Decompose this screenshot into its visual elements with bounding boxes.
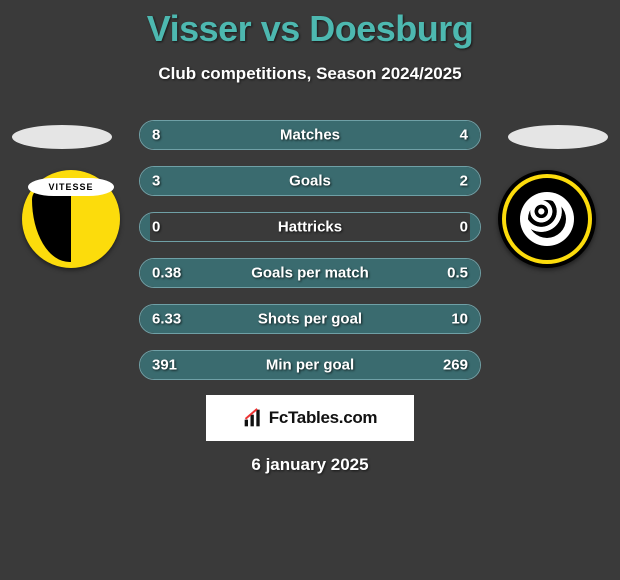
stat-row: 0.38 0.5 Goals per match xyxy=(139,258,481,288)
stat-label: Hattricks xyxy=(278,219,342,236)
team-left-crest: VITESSE xyxy=(22,170,122,265)
crest-vitesse: VITESSE xyxy=(22,170,120,268)
page-title: Visser vs Doesburg xyxy=(0,0,620,50)
stat-value-right: 4 xyxy=(460,127,468,144)
stat-value-right: 0.5 xyxy=(447,265,468,282)
stat-row: 0 0 Hattricks xyxy=(139,212,481,242)
crest-inner-icon xyxy=(520,192,574,246)
shadow-ellipse-left xyxy=(12,125,112,149)
stat-value-right: 10 xyxy=(451,311,468,328)
stat-bar-right xyxy=(470,213,480,241)
shadow-ellipse-right xyxy=(508,125,608,149)
comparison-date: 6 january 2025 xyxy=(0,455,620,475)
branding-text: FcTables.com xyxy=(269,408,378,428)
season-subtitle: Club competitions, Season 2024/2025 xyxy=(0,64,620,84)
stat-value-left: 3 xyxy=(152,173,160,190)
stat-value-left: 391 xyxy=(152,357,177,374)
crest-left-label: VITESSE xyxy=(28,178,114,196)
stat-row: 3 2 Goals xyxy=(139,166,481,196)
comparison-card: { "title": "Visser vs Doesburg", "subtit… xyxy=(0,0,620,580)
stat-value-left: 8 xyxy=(152,127,160,144)
team-right-crest xyxy=(498,170,598,265)
branding-badge: FcTables.com xyxy=(206,395,414,441)
stat-value-right: 269 xyxy=(443,357,468,374)
stat-value-left: 6.33 xyxy=(152,311,181,328)
stat-value-left: 0.38 xyxy=(152,265,181,282)
fctables-logo-icon xyxy=(243,408,263,428)
stat-label: Shots per goal xyxy=(258,311,362,328)
stat-row: 391 269 Min per goal xyxy=(139,350,481,380)
stat-value-right: 0 xyxy=(460,219,468,236)
stat-label: Matches xyxy=(280,127,340,144)
stat-label: Min per goal xyxy=(266,357,354,374)
stat-row: 8 4 Matches xyxy=(139,120,481,150)
crest-vvv xyxy=(498,170,596,268)
stat-bar-left xyxy=(140,213,150,241)
stat-value-left: 0 xyxy=(152,219,160,236)
stat-label: Goals xyxy=(289,173,331,190)
stat-row: 6.33 10 Shots per goal xyxy=(139,304,481,334)
stat-value-right: 2 xyxy=(460,173,468,190)
stat-rows: 8 4 Matches 3 2 Goals 0 0 Hattricks 0.38 0.5 Goals … xyxy=(139,120,481,396)
football-icon xyxy=(528,200,566,238)
stat-label: Goals per match xyxy=(251,265,369,282)
